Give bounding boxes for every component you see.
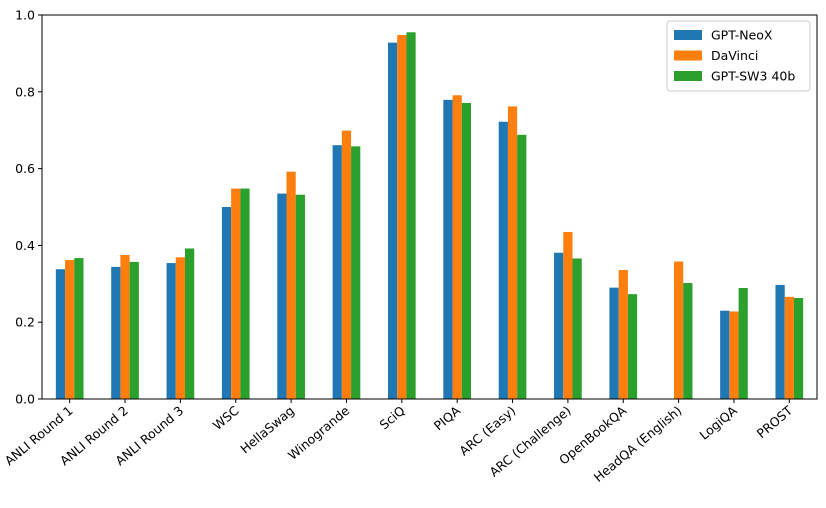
bar xyxy=(387,42,398,400)
bar xyxy=(406,32,416,399)
bar xyxy=(683,283,693,399)
legend-swatch xyxy=(674,71,702,81)
legend-label: DaVinci xyxy=(711,48,758,63)
y-tick-label: 0.2 xyxy=(15,315,35,330)
bar xyxy=(554,252,564,399)
bar xyxy=(286,171,296,399)
bar xyxy=(507,106,518,399)
bar xyxy=(452,95,462,399)
bar xyxy=(720,310,730,399)
bar xyxy=(775,284,785,399)
bar xyxy=(295,194,305,399)
bar xyxy=(729,311,739,399)
bar xyxy=(351,146,361,399)
bar xyxy=(341,130,352,399)
y-axis: 0.0 0.2 0.4 0.6 0.8 1.0 xyxy=(15,8,42,407)
legend-swatch xyxy=(674,30,702,40)
legend-frame xyxy=(666,20,811,92)
y-tick-label: 1.0 xyxy=(15,8,35,23)
bar xyxy=(793,298,804,399)
y-tick-label: 0.6 xyxy=(15,161,35,176)
legend-label: GPT-SW3 40b xyxy=(711,69,795,84)
bar xyxy=(397,34,407,399)
bar xyxy=(618,269,628,399)
bar xyxy=(627,294,638,399)
legend-label: GPT-NeoX xyxy=(711,28,773,43)
legend-swatch xyxy=(674,50,702,61)
bar xyxy=(277,193,287,399)
bar xyxy=(240,188,250,399)
bar xyxy=(65,259,75,399)
bar xyxy=(443,99,453,400)
bar xyxy=(74,258,84,399)
bar xyxy=(609,287,619,399)
bar xyxy=(129,261,139,399)
bar xyxy=(498,121,508,399)
bar xyxy=(784,296,794,399)
bar xyxy=(221,207,232,399)
x-tick-label: Winogrande xyxy=(285,403,353,463)
x-tick-label: PIQA xyxy=(431,403,464,434)
x-tick-label: WSC xyxy=(210,403,242,433)
bar xyxy=(332,145,342,399)
x-tick-label: LogiQA xyxy=(696,403,740,443)
y-tick-label: 0.0 xyxy=(15,392,35,407)
bar xyxy=(738,288,748,399)
y-tick-label: 0.4 xyxy=(15,238,35,253)
bar xyxy=(461,102,472,399)
x-tick-label: PROST xyxy=(754,403,796,441)
plot-frame xyxy=(41,14,818,400)
bar xyxy=(120,255,130,399)
bars-layer xyxy=(55,32,804,400)
bar xyxy=(185,248,195,399)
bar xyxy=(673,261,684,399)
bar xyxy=(563,231,573,399)
bar xyxy=(175,257,186,399)
y-tick-label: 0.8 xyxy=(15,84,35,99)
bar xyxy=(517,134,527,399)
bar xyxy=(111,266,121,399)
legend: GPT-NeoX DaVinci GPT-SW3 40b xyxy=(666,20,811,92)
bar xyxy=(55,269,66,399)
x-tick-label: SciQ xyxy=(377,403,408,433)
bar xyxy=(231,188,241,399)
bar xyxy=(572,258,582,399)
bar xyxy=(166,263,176,399)
